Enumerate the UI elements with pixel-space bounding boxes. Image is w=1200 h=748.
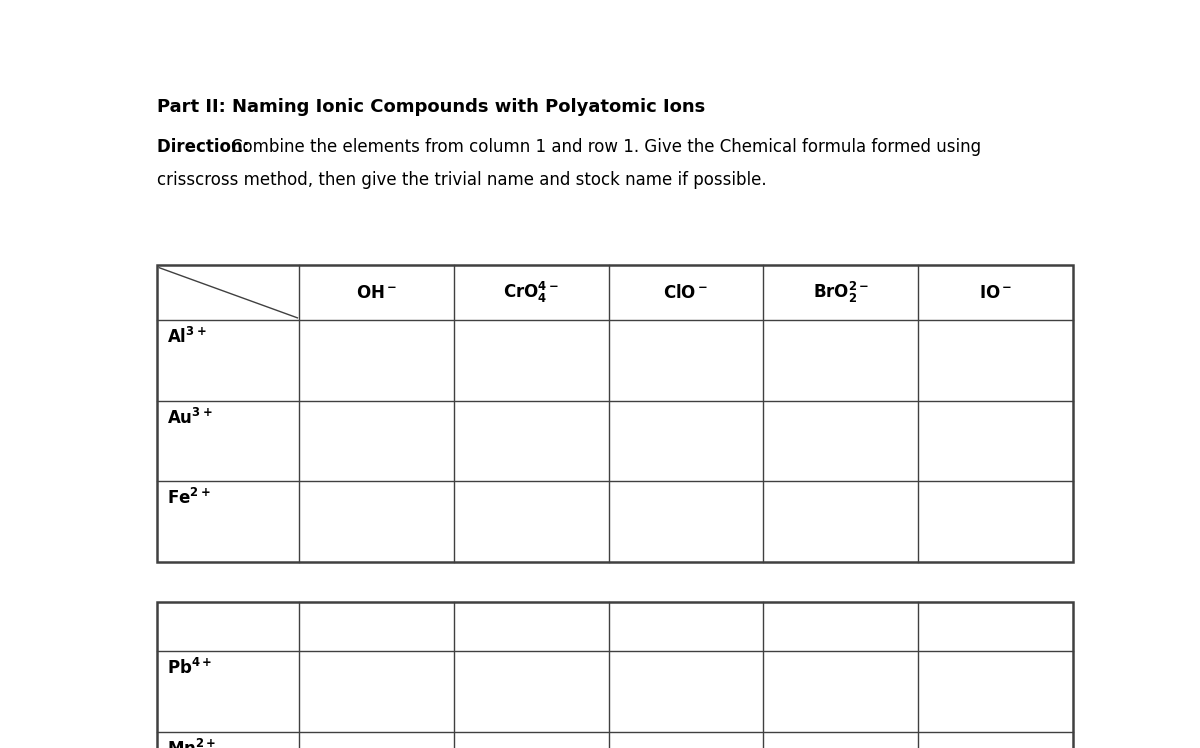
Text: $\mathbf{OH^-}$: $\mathbf{OH^-}$ <box>356 283 397 301</box>
Bar <box>157 266 1073 562</box>
Text: $\mathbf{IO^-}$: $\mathbf{IO^-}$ <box>978 283 1012 301</box>
Text: Direction:: Direction: <box>157 138 256 156</box>
Text: $\mathbf{ClO^-}$: $\mathbf{ClO^-}$ <box>664 283 708 301</box>
Text: $\mathbf{Fe^{2+}}$: $\mathbf{Fe^{2+}}$ <box>167 488 210 509</box>
Text: $\mathbf{Pb^{4+}}$: $\mathbf{Pb^{4+}}$ <box>167 658 212 678</box>
Text: crisscross method, then give the trivial name and stock name if possible.: crisscross method, then give the trivial… <box>157 171 767 189</box>
Text: $\mathbf{BrO_2^{2-}}$: $\mathbf{BrO_2^{2-}}$ <box>812 280 869 305</box>
Text: $\mathbf{Mn^{2+}}$: $\mathbf{Mn^{2+}}$ <box>167 739 216 748</box>
Text: $\mathbf{Al^{3+}}$: $\mathbf{Al^{3+}}$ <box>167 327 206 347</box>
Text: $\mathbf{Au^{3+}}$: $\mathbf{Au^{3+}}$ <box>167 408 212 428</box>
Text: Part II: Naming Ionic Compounds with Polyatomic Ions: Part II: Naming Ionic Compounds with Pol… <box>157 99 706 117</box>
Bar <box>157 602 1073 748</box>
Text: Combine the elements from column 1 and row 1. Give the Chemical formula formed u: Combine the elements from column 1 and r… <box>230 138 982 156</box>
Text: $\mathbf{CrO_4^{4-}}$: $\mathbf{CrO_4^{4-}}$ <box>504 280 559 305</box>
